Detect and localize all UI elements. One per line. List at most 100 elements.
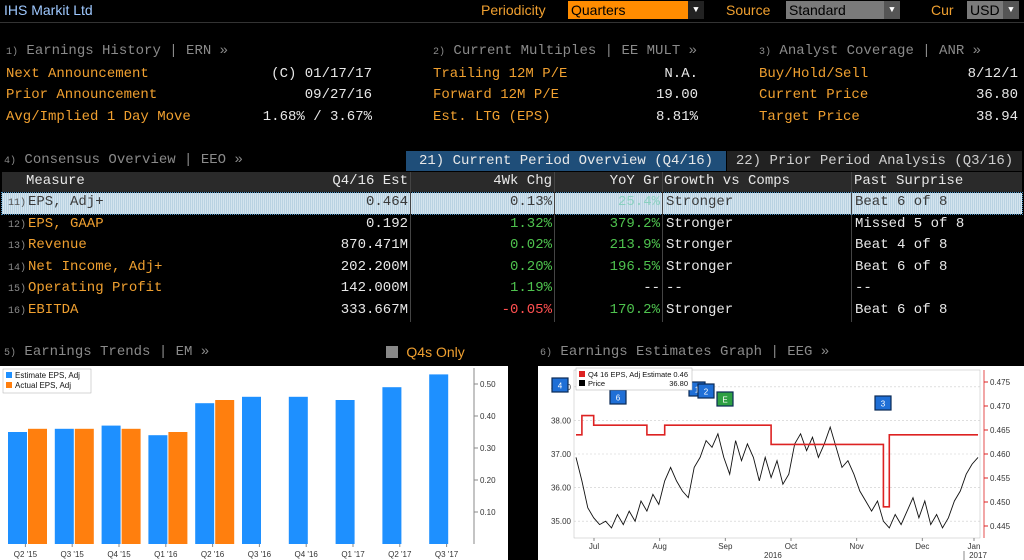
- x-tick-label: Jan: [968, 542, 981, 551]
- surprise-cell: Beat 6 of 8: [855, 194, 948, 210]
- legend-label: Q4 16 EPS, Adj Estimate: [588, 370, 671, 379]
- avg-move-value: 1.68% / 3.67%: [262, 109, 372, 125]
- top-bar: IHS Markit Ltd Periodicity Quarters ▼ So…: [0, 0, 1024, 22]
- x-tick-label: Oct: [785, 542, 798, 551]
- section-number: 5): [4, 348, 17, 359]
- table-row[interactable]: 14) Net Income, Adj+ 202.200M 0.20% 196.5% St…: [2, 258, 1022, 279]
- next-announcement-label: Next Announcement: [6, 66, 149, 82]
- y-tick-label: 37.00: [551, 450, 572, 459]
- section-analyst-coverage[interactable]: 3) Analyst Coverage | ANR »: [759, 43, 981, 59]
- y-tick-label: 0.50: [480, 380, 496, 389]
- est-ltg-label: Est. LTG (EPS): [433, 109, 551, 125]
- row-number: 11): [8, 198, 27, 209]
- event-marker[interactable]: 6: [609, 389, 627, 405]
- event-label: 1: [695, 386, 700, 395]
- estimate-cell: 202.200M: [340, 258, 408, 275]
- event-box: [716, 391, 734, 407]
- y-tick-label: 35.00: [551, 517, 572, 526]
- source-value: Standard: [789, 2, 846, 18]
- row-number: 15): [8, 284, 27, 295]
- source-select[interactable]: Standard ▼: [786, 1, 900, 19]
- divider: [662, 172, 663, 322]
- yoy-cell: 25.4%: [617, 194, 660, 210]
- tab-current-period[interactable]: 21) Current Period Overview (Q4/16): [406, 151, 726, 171]
- measure-cell: EBITDA: [28, 301, 79, 318]
- currency-select[interactable]: USD ▼: [967, 1, 1019, 19]
- avg-move-label: Avg/Implied 1 Day Move: [6, 109, 191, 125]
- row-number: 12): [8, 219, 27, 231]
- table-row[interactable]: 16) EBITDA 333.667M -0.05% 170.2% Stronger Bea…: [2, 301, 1022, 322]
- bar: [288, 396, 308, 544]
- event-marker[interactable]: E: [716, 391, 734, 407]
- prior-announcement-value: 09/27/16: [304, 87, 372, 103]
- section-earnings-history[interactable]: 1) Earnings History | ERN »: [6, 43, 228, 59]
- cur-label: Cur: [931, 2, 954, 18]
- legend-swatch: [6, 372, 12, 378]
- col-growth-vs-comps[interactable]: Growth vs Comps: [664, 173, 791, 189]
- event-label: 3: [881, 400, 886, 409]
- col-measure[interactable]: Measure: [26, 173, 85, 189]
- y-tick-label: 38.00: [551, 416, 572, 425]
- measure-cell: Operating Profit: [28, 280, 163, 296]
- periodicity-select[interactable]: Quarters ▼: [568, 1, 704, 19]
- comps-cell: --: [666, 280, 683, 296]
- col-estimate[interactable]: Q4/16 Est: [332, 173, 408, 189]
- table-row[interactable]: 12) EPS, GAAP 0.192 1.32% 379.2% Stronger Miss…: [2, 215, 1022, 236]
- y-tick-label: 0.40: [480, 412, 496, 421]
- section-number: 4): [4, 156, 17, 167]
- company-name: IHS Markit Ltd: [4, 2, 93, 18]
- bar: [54, 428, 74, 544]
- checkbox-icon: [386, 346, 398, 358]
- estimate-cell: 0.192: [365, 215, 408, 232]
- right-tick-label: 0.470: [990, 402, 1011, 411]
- col-yoy-gr[interactable]: YoY Gr: [609, 173, 660, 189]
- measure-cell: EPS, Adj+: [28, 194, 104, 210]
- event-marker[interactable]: 2: [697, 383, 715, 399]
- section-consensus-overview[interactable]: 4) Consensus Overview | EEO »: [4, 152, 243, 168]
- section-current-multiples[interactable]: 2) Current Multiples | EE MULT »: [433, 43, 697, 59]
- section-title: Analyst Coverage | ANR »: [779, 43, 982, 59]
- section-earnings-estimates-graph[interactable]: 6) Earnings Estimates Graph | EEG »: [540, 344, 829, 360]
- tab-prior-period[interactable]: 22) Prior Period Analysis (Q3/16): [727, 151, 1022, 171]
- right-tick-label: 0.450: [990, 498, 1011, 507]
- event-box: [874, 395, 892, 411]
- x-tick-label: Q2 '16: [201, 550, 225, 559]
- section-title: Earnings Estimates Graph | EEG »: [560, 344, 830, 360]
- table-row[interactable]: 15) Operating Profit 142.000M 1.19% -- -- --: [2, 279, 1022, 300]
- buy-hold-sell-value: 8/12/1: [967, 66, 1018, 82]
- periodicity-label: Periodicity: [481, 2, 546, 18]
- table-row[interactable]: 13) Revenue 870.471M 0.02% 213.9% Stronger Bea…: [2, 236, 1022, 257]
- q4s-only-toggle[interactable]: Q4s Only: [386, 344, 465, 362]
- source-label: Source: [726, 2, 771, 18]
- x-tick-label: Q2 '17: [388, 550, 412, 559]
- table-row[interactable]: 11) EPS, Adj+ 0.464 0.13% 25.4% Stronger Beat …: [1, 192, 1023, 215]
- col-past-surprise[interactable]: Past Surprise: [854, 173, 964, 189]
- chg-cell: 1.32%: [509, 215, 552, 232]
- surprise-cell: --: [855, 280, 872, 296]
- x-tick-label: Jul: [589, 542, 599, 551]
- current-price-value: 36.80: [975, 87, 1018, 103]
- event-label: 6: [616, 394, 621, 403]
- forward-pe-label: Forward 12M P/E: [433, 87, 560, 103]
- prior-announcement-label: Prior Announcement: [6, 87, 158, 103]
- event-marker[interactable]: 3: [874, 395, 892, 411]
- bar: [148, 435, 168, 544]
- right-tick-label: 0.465: [990, 426, 1011, 435]
- legend-value: 36.80: [669, 379, 688, 388]
- event-label: 2: [704, 388, 709, 397]
- bar: [335, 400, 355, 544]
- trailing-pe-value: N.A.: [664, 66, 698, 82]
- section-earnings-trends[interactable]: 5) Earnings Trends | EM »: [4, 344, 209, 360]
- measure-cell: EPS, GAAP: [28, 215, 104, 232]
- right-tick-label: 0.460: [990, 450, 1011, 459]
- event-marker[interactable]: 4: [551, 377, 569, 393]
- event-label: 4: [558, 382, 563, 391]
- x-tick-label: Q4 '15: [107, 550, 131, 559]
- section-title: Earnings Trends | EM »: [24, 344, 210, 360]
- col-4wk-chg[interactable]: 4Wk Chg: [493, 173, 552, 189]
- buy-hold-sell-label: Buy/Hold/Sell: [759, 66, 869, 82]
- comps-cell: Stronger: [666, 237, 734, 253]
- legend-swatch: [579, 380, 585, 386]
- target-price-label: Target Price: [759, 109, 860, 125]
- legend-box: [575, 367, 693, 391]
